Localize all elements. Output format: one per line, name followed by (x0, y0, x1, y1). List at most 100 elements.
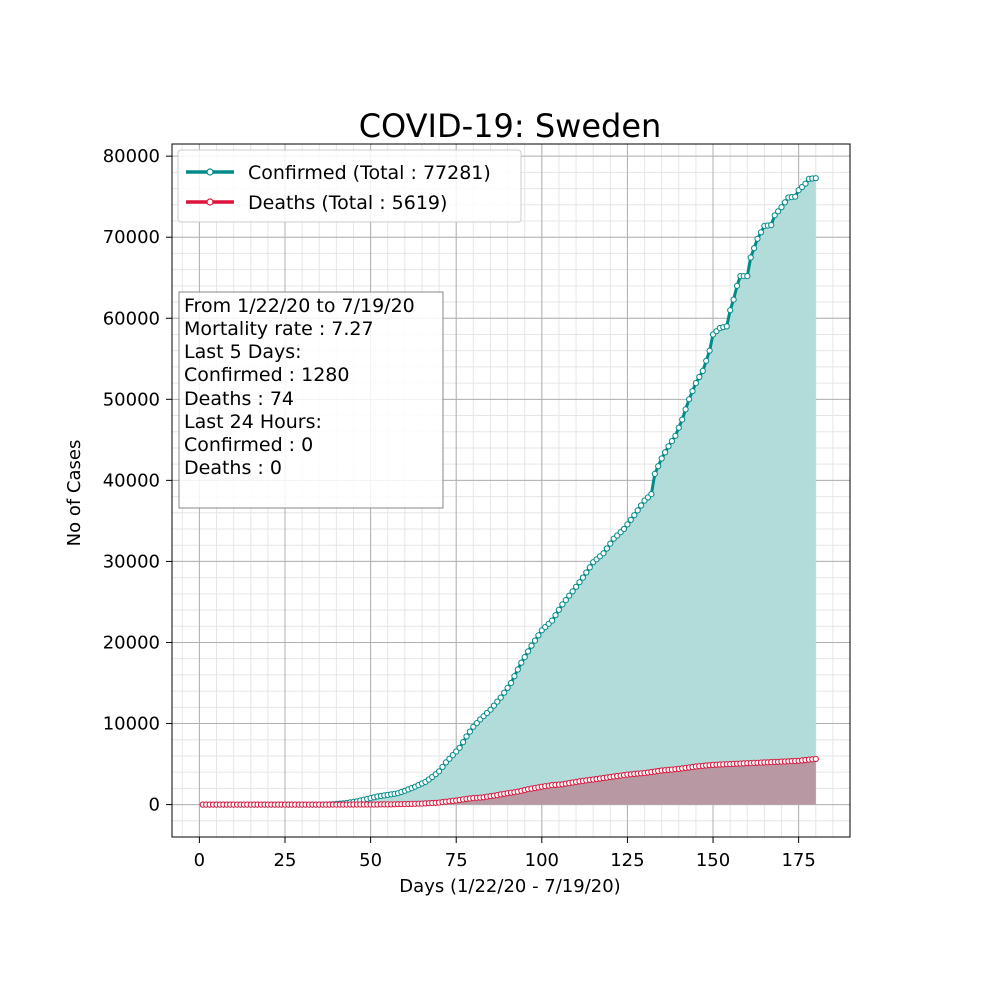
confirmed-data-point (686, 396, 693, 403)
confirmed-data-point (689, 388, 696, 395)
confirmed-data-point (552, 612, 559, 619)
confirmed-data-point (672, 432, 679, 439)
confirmed-data-point (562, 597, 569, 604)
axis-ticks: 0 25 50 75 100 125 150 175 0 10000 20000 30000 40000… (103, 146, 816, 871)
x-axis-label: Days (1/22/20 - 7/19/20) (399, 876, 620, 897)
info-box: From 1/22/20 to 7/19/20 Mortality rate :… (178, 291, 444, 509)
confirmed-data-point (436, 768, 443, 775)
confirmed-data-point (603, 545, 611, 552)
confirmed-data-point (449, 752, 456, 759)
confirmed-area-fill (202, 178, 816, 805)
confirmed-data-point (792, 193, 799, 200)
confirmed-data-point (473, 720, 480, 727)
confirmed-data-point (494, 698, 501, 705)
confirmed-data-point (535, 632, 542, 639)
confirmed-data-point (463, 733, 470, 740)
confirmed-data-point (778, 204, 785, 211)
confirmed-data-point (631, 512, 638, 519)
legend-confirmed-label: Confirmed (Total : 77281) (248, 162, 491, 184)
confirmed-data-point (470, 723, 477, 730)
confirmed-data-point (511, 673, 518, 680)
x-tick-label: 175 (781, 850, 815, 871)
confirmed-data-point (521, 654, 528, 661)
confirmed-data-point (487, 706, 494, 713)
legend-deaths-marker (206, 198, 214, 206)
confirmed-data-point (802, 180, 809, 187)
confirmed-data-point (675, 424, 682, 431)
y-tick-label: 30000 (103, 551, 160, 572)
x-tick-label: 75 (445, 850, 468, 871)
confirmed-data-point (723, 323, 730, 330)
y-tick-label: 40000 (103, 470, 160, 491)
x-tick-label: 25 (274, 850, 297, 871)
confirmed-data-point (586, 564, 593, 571)
y-tick-label: 80000 (103, 146, 160, 167)
confirmed-data-point (446, 755, 453, 762)
legend-confirmed-marker (206, 168, 214, 176)
confirmed-data-point (583, 569, 590, 576)
confirmed-data-point (501, 689, 508, 696)
confirmed-data-point (620, 525, 628, 533)
y-tick-label: 60000 (103, 308, 160, 329)
confirmed-data-point (655, 463, 662, 470)
y-tick-label: 70000 (103, 227, 160, 248)
confirmed-data-point (439, 763, 446, 771)
confirmed-data-point (658, 455, 665, 462)
confirmed-data-point (453, 748, 460, 755)
confirmed-data-point (651, 470, 658, 477)
confirmed-data-point (549, 617, 556, 624)
confirmed-data-point (442, 759, 449, 766)
info-line: Deaths : 74 (184, 388, 294, 410)
confirmed-data-point (706, 347, 713, 354)
x-tick-label: 50 (359, 850, 382, 871)
confirmed-data-point (768, 222, 775, 229)
x-tick-label: 150 (696, 850, 730, 871)
confirmed-data-point (812, 175, 819, 182)
info-line: Mortality rate : 7.27 (184, 318, 374, 340)
confirmed-data-point (569, 588, 576, 595)
confirmed-data-point (751, 245, 758, 252)
confirmed-data-point (634, 507, 641, 514)
confirmed-data-point (662, 449, 669, 456)
confirmed-data-point (528, 642, 535, 649)
confirmed-data-point (490, 702, 497, 709)
legend-deaths-label: Deaths (Total : 5619) (248, 192, 447, 214)
confirmed-data-point (648, 491, 655, 498)
confirmed-data-point (579, 574, 587, 581)
y-tick-label: 20000 (103, 632, 160, 653)
y-tick-label: 0 (149, 795, 160, 816)
confirmed-data-point (555, 606, 563, 613)
confirmed-data-point (573, 583, 580, 590)
confirmed-data-point (559, 601, 566, 608)
deaths-area-fill (202, 759, 816, 805)
info-line: From 1/22/20 to 7/19/20 (184, 295, 415, 317)
confirmed-data-point (497, 694, 504, 701)
info-box-frame (178, 291, 444, 509)
plot-frame (171, 143, 851, 838)
confirmed-data-point (607, 540, 614, 547)
confirmed-data-point (504, 684, 511, 692)
confirmed-data-point (733, 282, 741, 289)
x-tick-label: 100 (525, 850, 559, 871)
deaths-data-point (812, 755, 819, 763)
confirmed-data-point (781, 199, 789, 206)
chart-title: COVID-19: Sweden (359, 107, 662, 145)
confirmed-data-point (730, 296, 737, 303)
y-tick-label: 10000 (103, 714, 160, 735)
confirmed-data-point (727, 307, 734, 314)
confirmed-data-point (600, 550, 607, 557)
confirmed-data-point (747, 254, 754, 261)
confirmed-data-point (518, 659, 525, 666)
y-axis-label: No of Cases (64, 440, 85, 547)
x-tick-label: 0 (194, 850, 205, 871)
confirmed-data-point (682, 406, 689, 413)
confirmed-data-point (456, 744, 463, 751)
confirmed-data-point (744, 273, 751, 280)
legend: Confirmed (Total : 77281) Deaths (Total … (177, 149, 522, 223)
info-line: Confirmed : 0 (184, 434, 313, 456)
area-fills (202, 178, 816, 805)
confirmed-data-point (771, 212, 778, 219)
confirmed-data-point (679, 416, 686, 423)
confirmed-data-point (531, 637, 539, 644)
